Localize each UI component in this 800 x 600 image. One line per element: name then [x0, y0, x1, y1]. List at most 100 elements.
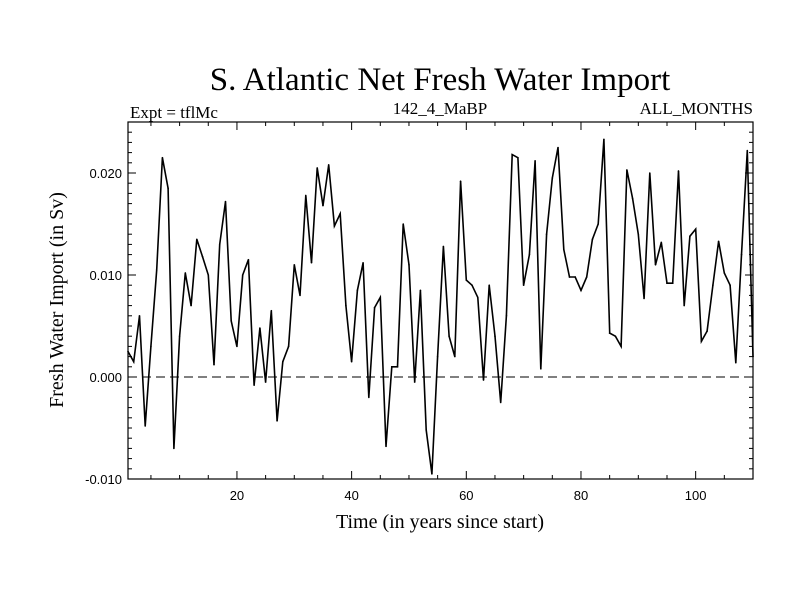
- data-point: [488, 284, 491, 287]
- data-point: [379, 296, 382, 299]
- data-point: [574, 276, 577, 278]
- data-point: [419, 289, 422, 292]
- data-point: [545, 233, 548, 235]
- data-point: [505, 315, 508, 317]
- data-point: [373, 306, 376, 309]
- data-point: [465, 279, 468, 281]
- data-point: [557, 146, 559, 149]
- data-point: [127, 350, 129, 353]
- data-point: [677, 170, 680, 172]
- data-point: [138, 315, 141, 317]
- x-tick-label: 40: [344, 488, 358, 503]
- data-point: [350, 360, 353, 363]
- data-point: [201, 255, 204, 258]
- data-point: [167, 187, 169, 190]
- data-point: [499, 401, 502, 404]
- data-point: [717, 240, 720, 243]
- data-point: [345, 304, 347, 307]
- data-point: [293, 264, 296, 266]
- data-point: [603, 138, 605, 141]
- data-point: [482, 379, 485, 381]
- data-point: [184, 272, 187, 274]
- data-point: [494, 335, 496, 338]
- data-point: [241, 274, 244, 276]
- data-point: [224, 200, 227, 203]
- x-tick-label: 100: [685, 488, 707, 503]
- data-point: [580, 289, 582, 292]
- data-point: [712, 284, 714, 287]
- data-point: [282, 360, 284, 363]
- data-point: [402, 223, 405, 225]
- plot-area: 20 40 60 80 100 -0.010 0.000 0.010 0.020: [85, 121, 754, 503]
- data-point: [287, 345, 290, 348]
- data-point: [408, 264, 410, 266]
- data-point: [522, 284, 525, 287]
- data-point: [173, 447, 175, 450]
- data-point: [746, 149, 749, 152]
- x-tick-label: 80: [574, 488, 588, 503]
- data-point: [517, 156, 519, 159]
- data-point: [540, 368, 542, 370]
- data-point: [706, 330, 708, 332]
- data-point: [476, 296, 479, 299]
- data-point: [551, 177, 554, 179]
- data-point: [304, 194, 307, 197]
- data-point: [425, 429, 427, 431]
- data-point: [734, 361, 737, 364]
- data-point: [752, 355, 754, 358]
- data-point: [614, 335, 617, 338]
- data-point: [322, 204, 324, 207]
- data-point: [150, 345, 152, 348]
- data-point: [178, 335, 181, 338]
- experiment-label: Expt = tflMc: [130, 103, 218, 122]
- data-point: [660, 241, 663, 244]
- months-label: ALL_MONTHS: [640, 99, 753, 118]
- data-point: [637, 233, 640, 235]
- data-point: [442, 245, 445, 248]
- data-point: [671, 282, 674, 284]
- data-point: [132, 360, 135, 363]
- data-point: [333, 225, 336, 227]
- y-tick-label: 0.000: [89, 370, 122, 385]
- data-point: [471, 284, 473, 287]
- y-tick-label: 0.020: [89, 166, 122, 181]
- data-point: [654, 264, 657, 266]
- data-point: [683, 304, 685, 307]
- data-point: [161, 156, 164, 159]
- data-point: [339, 213, 341, 215]
- data-point: [620, 345, 622, 348]
- data-point: [689, 235, 691, 238]
- data-point: [562, 248, 565, 251]
- data-point: [259, 327, 261, 329]
- data-point: [666, 282, 668, 284]
- data-point: [511, 153, 513, 156]
- data-point: [196, 238, 198, 241]
- data-point: [190, 304, 192, 307]
- data-point: [144, 425, 147, 427]
- y-axis-label: Fresh Water Import (in Sv): [46, 192, 68, 408]
- data-point: [299, 294, 301, 297]
- data-point: [368, 396, 370, 399]
- x-axis-label: Time (in years since start): [336, 511, 544, 533]
- data-point: [155, 269, 158, 271]
- data-point: [454, 355, 456, 358]
- data-point: [230, 320, 233, 322]
- data-point: [236, 345, 238, 348]
- data-point: [608, 332, 611, 334]
- data-point: [694, 228, 697, 230]
- y-tick-label: 0.010: [89, 268, 122, 283]
- data-point: [276, 420, 278, 422]
- data-point: [413, 381, 416, 383]
- data-point: [585, 276, 588, 278]
- data-point: [431, 473, 433, 475]
- data-point: [207, 274, 210, 276]
- y-tick-label: -0.010: [85, 472, 122, 487]
- data-point: [390, 366, 393, 368]
- data-point: [631, 197, 634, 200]
- plot-frame: [127, 121, 754, 480]
- data-point: [270, 309, 273, 312]
- data-point: [723, 272, 726, 274]
- data-point: [643, 297, 645, 300]
- data-point: [316, 167, 319, 169]
